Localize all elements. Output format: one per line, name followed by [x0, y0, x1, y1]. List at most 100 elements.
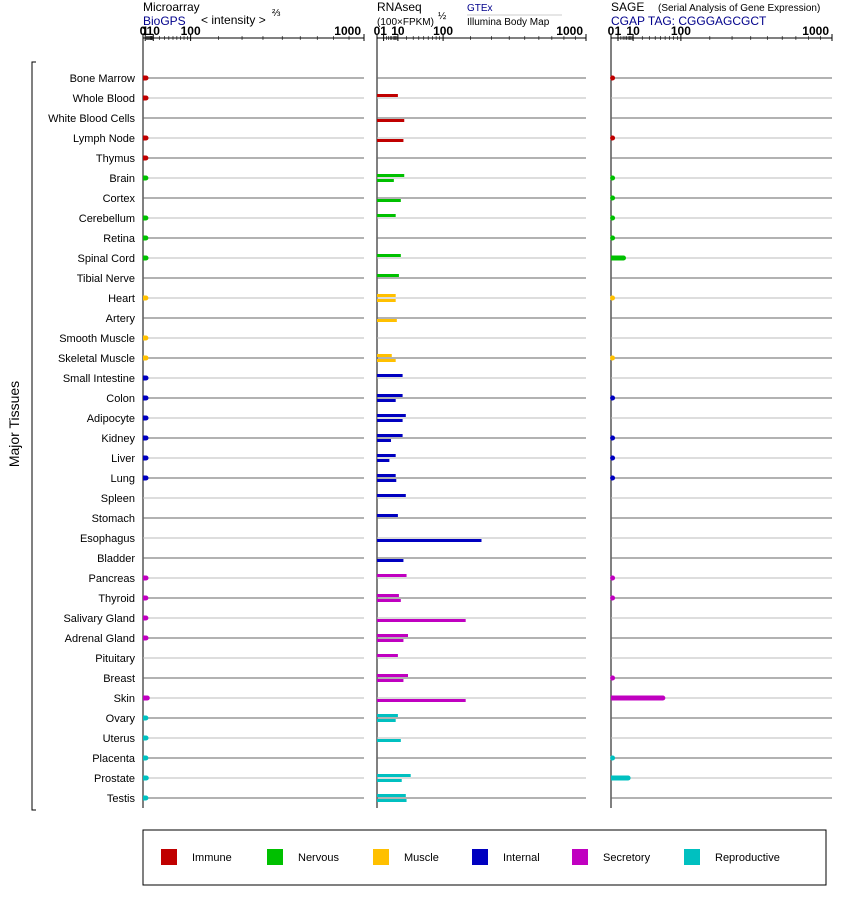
microarray-bar-cap — [143, 295, 149, 301]
microarray-bar-cap — [143, 395, 149, 401]
microarray-bar-cap — [143, 715, 149, 721]
rnaseq-gtex-bar — [377, 494, 406, 497]
rnaseq-ibm-bar — [377, 359, 396, 362]
microarray-bar-cap — [143, 735, 149, 741]
rnaseq-source-ibm: Illumina Body Map — [467, 17, 550, 28]
sage-bar-cap — [621, 255, 627, 261]
tissue-label: Pituitary — [95, 653, 135, 665]
microarray-bar-cap — [143, 615, 149, 621]
rnaseq-ibm-bar — [377, 479, 397, 482]
rnaseq-gtex-bar — [377, 574, 407, 577]
rnaseq-gtex-bar — [377, 514, 398, 517]
tissue-label: Retina — [103, 233, 136, 245]
microarray-bar-cap — [143, 235, 149, 241]
tissue-label: Salivary Gland — [63, 613, 135, 625]
microarray-bar-cap — [143, 435, 149, 441]
sage-tick-label: 10 — [626, 24, 640, 38]
tissue-label: Skeletal Muscle — [58, 353, 135, 365]
rnaseq-title: RNAseq — [377, 0, 422, 14]
sage-bar-cap — [610, 195, 616, 201]
sage-bar-cap — [610, 475, 616, 481]
legend-swatch-internal — [472, 849, 488, 865]
rnaseq-ibm-bar — [377, 739, 401, 742]
rnaseq-gtex-bar — [377, 434, 403, 437]
sage-bar-cap — [610, 295, 615, 301]
tissue-label: Spleen — [101, 493, 135, 505]
microarray-scale-label: < intensity > — [201, 13, 266, 27]
microarray-bar-cap — [143, 795, 149, 801]
rnaseq-gtex-bar — [377, 414, 406, 417]
microarray-bar-cap — [143, 415, 149, 421]
rnaseq-gtex-bar — [377, 794, 406, 797]
rnaseq-ibm-bar — [377, 399, 396, 402]
rnaseq-gtex-bar — [377, 714, 398, 717]
sage-bar-cap — [610, 235, 616, 241]
rnaseq-ibm-bar — [377, 679, 404, 682]
legend-label-internal: Internal — [503, 852, 540, 864]
rnaseq-tick-label: 1000 — [556, 24, 583, 38]
microarray-bar-cap — [143, 595, 149, 601]
microarray-bar-cap — [143, 455, 149, 461]
tissue-label: Whole Blood — [73, 93, 135, 105]
sage-bar-cap — [610, 215, 616, 221]
sage-tag[interactable]: CGAP TAG: CGGGAGCGCT — [611, 14, 767, 28]
tissue-label: Placenta — [92, 753, 136, 765]
sage-tick-label: 1000 — [802, 24, 829, 38]
tissue-label: Artery — [106, 313, 136, 325]
microarray-bar-cap — [143, 475, 149, 481]
rnaseq-ibm-bar — [377, 799, 407, 802]
sage-bar-cap — [610, 355, 615, 361]
tissue-label: Prostate — [94, 773, 135, 785]
sage-bar-cap — [610, 755, 616, 761]
tissue-label: Lymph Node — [73, 133, 135, 145]
rnaseq-gtex-bar — [377, 294, 396, 297]
tissue-label: Ovary — [106, 713, 136, 725]
y-axis-label: Major Tissues — [6, 381, 22, 467]
rnaseq-source-gtex[interactable]: GTEx — [467, 3, 493, 14]
rnaseq-ibm-bar — [377, 299, 396, 302]
tissue-label: Brain — [109, 173, 135, 185]
microarray-tick-label: 0 — [140, 24, 147, 38]
rnaseq-gtex-bar — [377, 634, 408, 637]
rnaseq-gtex-bar — [377, 474, 396, 477]
microarray-bar-cap — [143, 175, 149, 181]
sage-bar-cap — [610, 575, 616, 581]
microarray-bar-cap — [143, 335, 149, 341]
microarray-bar-cap — [143, 575, 149, 581]
legend-swatch-secretory — [572, 849, 588, 865]
sage-tick-label: 0 — [608, 24, 615, 38]
tissue-label: Thyroid — [98, 593, 135, 605]
tissue-label: Spinal Cord — [78, 253, 135, 265]
rnaseq-ibm-bar — [377, 639, 404, 642]
rows-layer: Bone Marrow Whole Blood White Blood Cells L… — [48, 73, 832, 805]
rnaseq-gtex-bar — [377, 374, 403, 377]
rnaseq-tick-label: 100 — [433, 24, 453, 38]
rnaseq-unit: (100×FPKM) — [377, 17, 434, 28]
rnaseq-ibm-bar — [377, 119, 405, 122]
microarray-bar-cap — [143, 135, 149, 141]
bars-layer — [143, 75, 666, 802]
tissue-label: Colon — [106, 393, 135, 405]
tissue-label: Lung — [111, 473, 135, 485]
rnaseq-gtex-bar — [377, 654, 398, 657]
microarray-bar-cap — [143, 355, 149, 361]
microarray-tick-label: 1000 — [334, 24, 361, 38]
legend-swatch-immune — [161, 849, 177, 865]
rnaseq-ibm-bar — [377, 459, 390, 462]
microarray-source[interactable]: BioGPS — [143, 14, 186, 28]
microarray-bar-cap — [144, 695, 150, 701]
tissue-label: Small Intestine — [63, 373, 135, 385]
rnaseq-ibm-bar — [377, 199, 401, 202]
tissue-label: Tibial Nerve — [77, 273, 135, 285]
rnaseq-ibm-bar — [377, 699, 466, 702]
tissue-label: Heart — [108, 293, 135, 305]
legend-label-nervous: Nervous — [298, 852, 339, 864]
tissue-label: Stomach — [92, 513, 135, 525]
legend-label-muscle: Muscle — [404, 852, 439, 864]
tissue-label: Breast — [103, 673, 135, 685]
tissue-label: Pancreas — [89, 573, 136, 585]
sage-bar-cap — [610, 675, 616, 681]
rnaseq-gtex-bar — [377, 94, 398, 97]
rnaseq-tick-label: 10 — [391, 24, 405, 38]
